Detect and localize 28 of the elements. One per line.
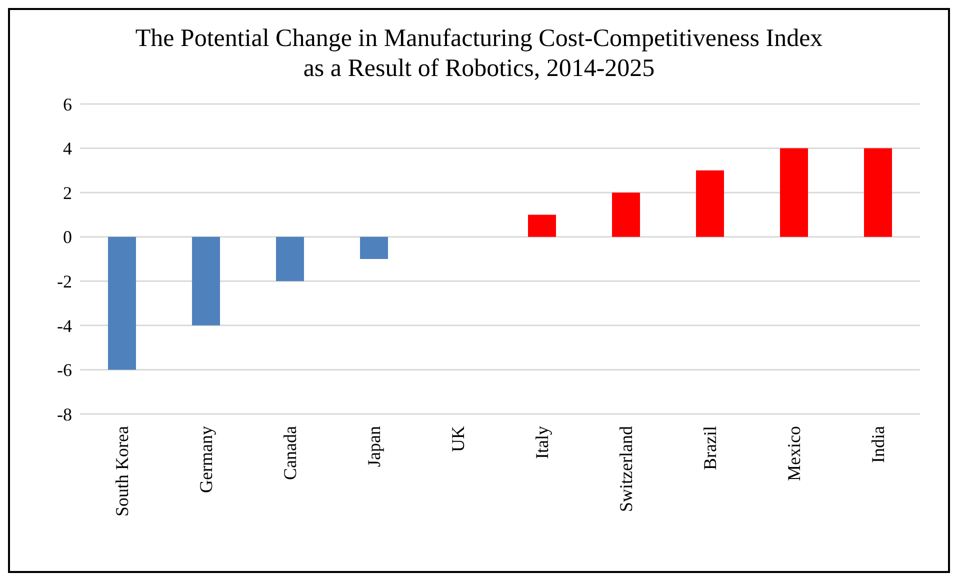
bar [192,236,220,326]
x-tick-label: Italy [532,426,552,459]
x-tick-label: Mexico [784,426,804,481]
y-tick-label: -4 [57,316,72,336]
y-tick-label: -2 [57,272,72,292]
bar [696,170,724,237]
x-tick-label: Brazil [700,426,720,470]
bar [360,236,388,259]
x-tick-label: Germany [196,426,216,493]
x-tick-label: South Korea [112,426,132,516]
x-tick-label: Canada [280,426,300,480]
x-tick-label: Switzerland [616,426,636,512]
bar [612,192,640,237]
y-tick-label: -6 [57,360,72,380]
bar [864,148,892,237]
bar [528,214,556,237]
y-tick-label: 0 [63,227,72,248]
bar [108,236,136,370]
bar [780,148,808,237]
x-tick-label: Japan [364,426,384,467]
y-tick-label: 2 [63,182,72,203]
bar [276,236,304,282]
x-tick-label: UK [448,426,468,452]
y-tick-label: 6 [63,94,72,114]
y-tick-label: -8 [57,404,72,424]
chart-title: The Potential Change in Manufacturing Cost-Competitiveness Index as a Result of Robotics, 2014-2025 [134,24,824,84]
y-tick-label: 4 [63,138,72,159]
x-tick-label: India [868,426,888,463]
